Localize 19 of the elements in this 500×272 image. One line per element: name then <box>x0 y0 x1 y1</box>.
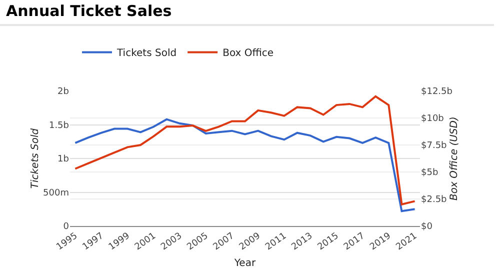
y2-axis-title: Box Office (USD) <box>449 116 460 200</box>
y2-tick-label: $12.5b <box>421 87 453 98</box>
y-tick-label: 1b <box>58 154 70 165</box>
chart-title: Annual Ticket Sales <box>0 0 494 26</box>
line-series <box>74 95 416 206</box>
legend-label: Tickets Sold <box>116 48 177 60</box>
y2-tick-label: $5b <box>421 168 438 178</box>
line-series <box>74 118 416 212</box>
y-tick-label: 500m <box>43 188 69 198</box>
legend-label: Box Office <box>222 48 274 60</box>
x-axis-title: Year <box>233 258 256 269</box>
y-tick-label: 0 <box>63 222 70 232</box>
y-tick-label: 1.5b <box>48 120 70 131</box>
y2-tick-label: $0 <box>421 222 433 232</box>
y2-tick-label: $10b <box>421 114 444 124</box>
y2-tick-label: $7.5b <box>421 141 448 152</box>
y2-tick-label: $2.5b <box>421 195 448 206</box>
y-tick-label: 2b <box>58 87 70 98</box>
y-axis-title: Tickets Sold <box>30 128 42 189</box>
